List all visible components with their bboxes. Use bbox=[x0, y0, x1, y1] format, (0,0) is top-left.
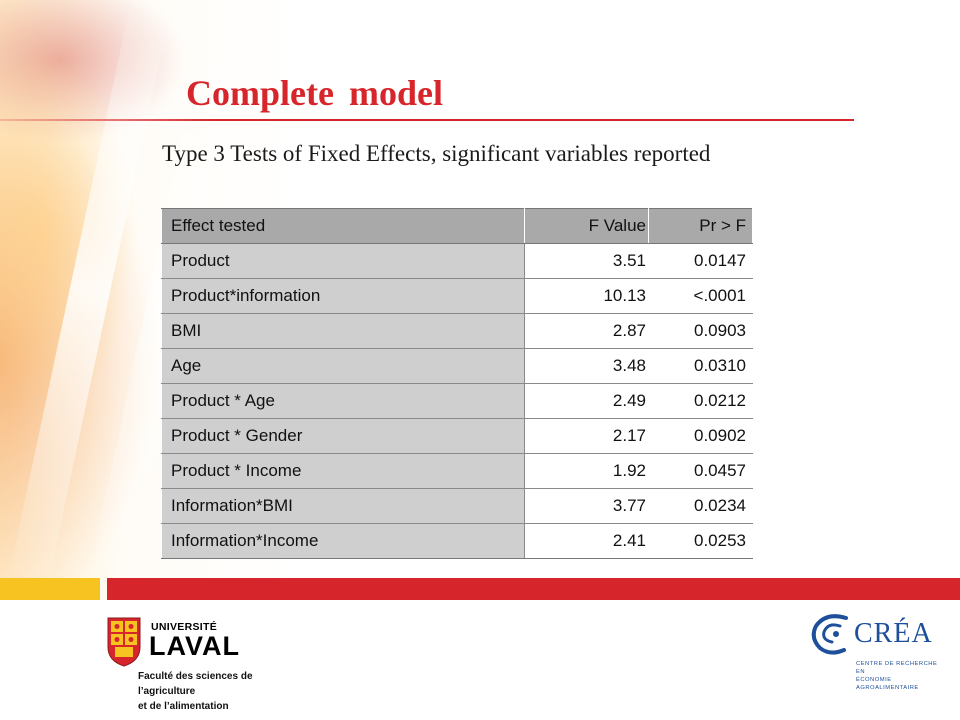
table-row: Product*information 10.13 <.0001 bbox=[161, 278, 753, 314]
effect-cell: Information*Income bbox=[161, 523, 525, 559]
p-value-cell: 0.0147 bbox=[648, 243, 753, 279]
effect-cell: BMI bbox=[161, 313, 525, 349]
f-value-cell: 2.87 bbox=[524, 313, 649, 349]
f-value-cell: 1.92 bbox=[524, 453, 649, 489]
p-value-cell: 0.0902 bbox=[648, 418, 753, 454]
p-value-cell: 0.0253 bbox=[648, 523, 753, 559]
effect-cell: Product * Gender bbox=[161, 418, 525, 454]
crea-tagline: CENTRE DE RECHERCHE EN ÉCONOMIE AGROALIM… bbox=[856, 660, 938, 692]
table-row: Product * Gender 2.17 0.0902 bbox=[161, 418, 753, 454]
effect-cell: Information*BMI bbox=[161, 488, 525, 524]
column-header-f-value: F Value bbox=[524, 208, 649, 244]
table-row: Product * Age 2.49 0.0212 bbox=[161, 383, 753, 419]
effect-cell: Product * Income bbox=[161, 453, 525, 489]
table-row: Information*BMI 3.77 0.0234 bbox=[161, 488, 753, 524]
effect-cell: Product * Age bbox=[161, 383, 525, 419]
title-underline bbox=[0, 119, 854, 121]
laval-wordmark-top: UNIVERSITÉ bbox=[151, 621, 218, 633]
table-header-row: Effect tested F Value Pr > F bbox=[161, 208, 753, 244]
faculty-line: Faculté des sciences de l’agriculture bbox=[138, 671, 253, 697]
effect-cell: Product bbox=[161, 243, 525, 279]
f-value-cell: 10.13 bbox=[524, 278, 649, 314]
f-value-cell: 2.41 bbox=[524, 523, 649, 559]
table-row: Age 3.48 0.0310 bbox=[161, 348, 753, 384]
slide-title: Complete model bbox=[186, 73, 443, 113]
p-value-cell: 0.0310 bbox=[648, 348, 753, 384]
f-value-cell: 2.17 bbox=[524, 418, 649, 454]
column-header-p-value: Pr > F bbox=[648, 208, 753, 244]
p-value-cell: <.0001 bbox=[648, 278, 753, 314]
universite-laval-logo: UNIVERSITÉ LAVAL Faculté des sciences de… bbox=[107, 617, 297, 712]
p-value-cell: 0.0212 bbox=[648, 383, 753, 419]
laval-faculty-name: Faculté des sciences de l’agriculture et… bbox=[138, 669, 308, 714]
background-streak bbox=[5, 0, 175, 598]
column-header-effect: Effect tested bbox=[161, 208, 525, 244]
footer-red-bar bbox=[107, 578, 960, 600]
footer-yellow-bar bbox=[0, 578, 100, 600]
f-value-cell: 3.77 bbox=[524, 488, 649, 524]
laval-wordmark-main: LAVAL bbox=[149, 631, 240, 661]
p-value-cell: 0.0234 bbox=[648, 488, 753, 524]
crea-tagline-line: CENTRE DE RECHERCHE EN bbox=[856, 661, 938, 675]
slide-subtitle: Type 3 Tests of Fixed Effects, significa… bbox=[162, 141, 711, 166]
crea-swirl-icon bbox=[811, 614, 848, 655]
crea-wordmark: CRÉA bbox=[854, 618, 933, 649]
table-row: Product 3.51 0.0147 bbox=[161, 243, 753, 279]
table-row: BMI 2.87 0.0903 bbox=[161, 313, 753, 349]
footer-color-band bbox=[0, 578, 960, 600]
f-value-cell: 2.49 bbox=[524, 383, 649, 419]
effect-cell: Product*information bbox=[161, 278, 525, 314]
table-row: Information*Income 2.41 0.0253 bbox=[161, 523, 753, 559]
f-value-cell: 3.48 bbox=[524, 348, 649, 384]
table-row: Product * Income 1.92 0.0457 bbox=[161, 453, 753, 489]
p-value-cell: 0.0903 bbox=[648, 313, 753, 349]
crea-tagline-line: ÉCONOMIE AGROALIMENTAIRE bbox=[856, 677, 919, 691]
f-value-cell: 3.51 bbox=[524, 243, 649, 279]
faculty-line: et de l’alimentation bbox=[138, 701, 229, 712]
laval-crest-icon bbox=[107, 617, 141, 667]
fixed-effects-table: Effect tested F Value Pr > F Product 3.5… bbox=[161, 208, 753, 559]
crea-logo: CRÉA CENTRE DE RECHERCHE EN ÉCONOMIE AGR… bbox=[806, 610, 937, 691]
p-value-cell: 0.0457 bbox=[648, 453, 753, 489]
effect-cell: Age bbox=[161, 348, 525, 384]
